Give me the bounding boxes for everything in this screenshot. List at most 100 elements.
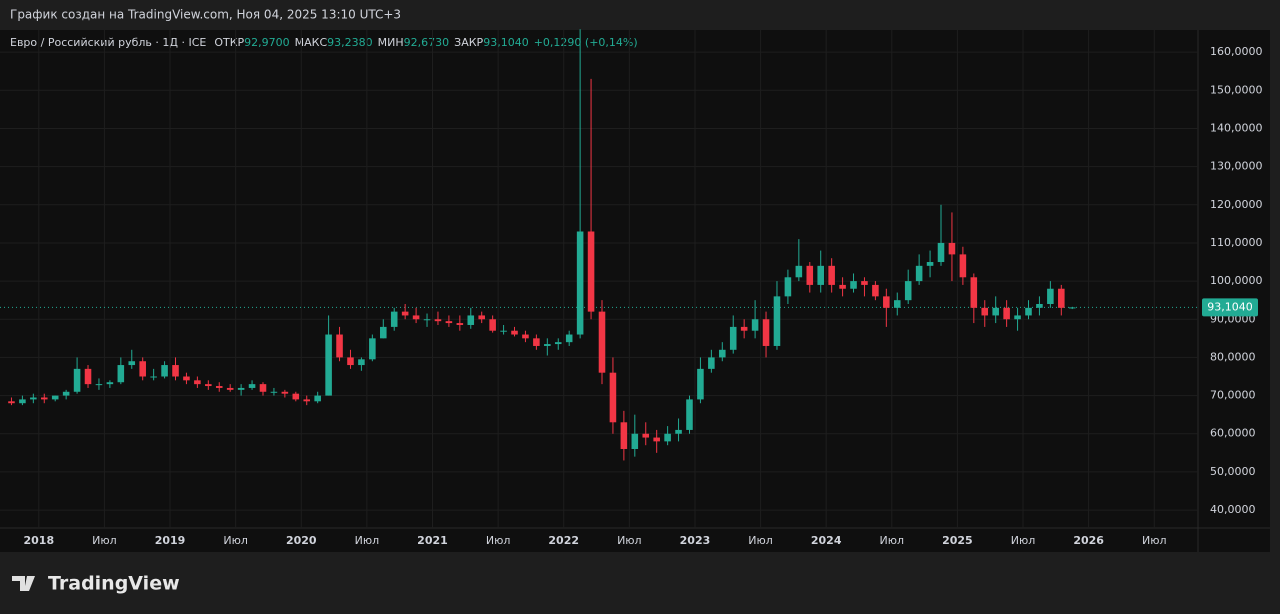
candle-body [850,281,857,289]
candle-body [1025,307,1032,316]
y-tick-label: 120,0000 [1210,198,1263,211]
candle-body [1058,288,1065,308]
legend-label: ЗАКР [454,36,483,49]
candle-body [106,382,114,385]
candle-body [84,368,92,385]
candle-body [51,395,59,400]
candle [533,334,540,350]
candle-body [95,384,103,386]
candle [281,389,289,398]
candle [839,277,846,297]
candle-body [303,399,311,402]
candle [51,395,59,402]
legend-change: +0,1290 (+0,14%) [534,36,638,49]
candle [8,397,15,406]
chart-title: Евро / Российский рубль · 1Д · ICE [10,36,206,49]
candle-body [183,376,190,381]
candle-body [380,326,387,339]
candle-body [904,281,912,301]
candle [642,422,650,446]
candle [194,376,201,388]
candle [336,326,343,362]
legend-label: МАКС [295,36,328,49]
candle [959,246,967,285]
x-tick-label: 2018 [23,534,54,547]
candle [937,204,945,266]
candle [631,414,639,457]
candle [95,378,103,390]
y-tick-label: 160,0000 [1210,45,1263,58]
y-tick-label: 100,0000 [1210,274,1263,287]
candle-body [423,319,431,321]
candle [500,324,507,335]
candle [467,307,475,329]
candle-body [270,391,278,393]
chart-panel [0,30,1270,552]
candle-body [937,242,945,263]
candle [423,313,431,327]
candle [1025,300,1032,320]
candle [719,342,726,362]
x-tick-label: 2025 [942,534,973,547]
candle [1014,307,1021,331]
candle-body [30,397,37,400]
candle [565,330,573,346]
candle [1003,300,1010,327]
candle-body [839,284,846,289]
candle-body [784,277,792,297]
candle-body [237,387,245,390]
candle-body [948,242,956,255]
x-tick-label: Июл [1142,534,1167,547]
candle [708,349,715,373]
candle-body [631,433,639,450]
candle-body [117,365,125,383]
candle-body [915,265,923,282]
candle [205,380,212,390]
candle [478,311,485,324]
candle-body [401,311,409,316]
candle-body [642,433,650,438]
candle-body [576,231,584,335]
candle [1058,284,1065,316]
candle [445,315,453,327]
candle-body [544,344,551,346]
candle [522,330,529,343]
candles [8,29,1076,461]
candle [161,361,168,379]
legend-value: 93,2380 [327,36,373,49]
candle-body [1003,307,1010,320]
last-price-box [1202,298,1258,317]
candle-body [970,277,978,308]
candle [456,315,464,331]
candle-body [511,330,518,335]
candle [226,384,234,392]
candle [948,212,956,282]
candle-body [1068,307,1076,309]
x-tick-label: Июл [1011,534,1036,547]
candle-body [150,376,157,378]
candle [358,357,365,371]
y-tick-label: 110,0000 [1210,236,1263,249]
candle [172,357,179,381]
candle-body [226,387,234,390]
x-tick-label: 2021 [417,534,448,547]
candle-body [456,323,464,325]
candle [653,429,660,453]
candle-body [8,401,15,404]
candle-body [161,365,168,377]
candle [620,410,628,461]
candle [1047,281,1054,308]
x-tick-label: Июл [92,534,117,547]
x-tick-label: 2026 [1073,534,1104,547]
candle-body [172,365,179,377]
x-tick-label: 2024 [811,534,842,547]
candle [609,357,617,434]
candle [598,300,606,385]
candle-body [139,361,146,377]
candle [795,239,803,282]
candle [981,300,989,327]
last-price-label: 93,1040 [1207,300,1253,313]
candle-body [740,326,748,331]
candle [544,338,551,356]
x-tick-label: 2022 [548,534,579,547]
